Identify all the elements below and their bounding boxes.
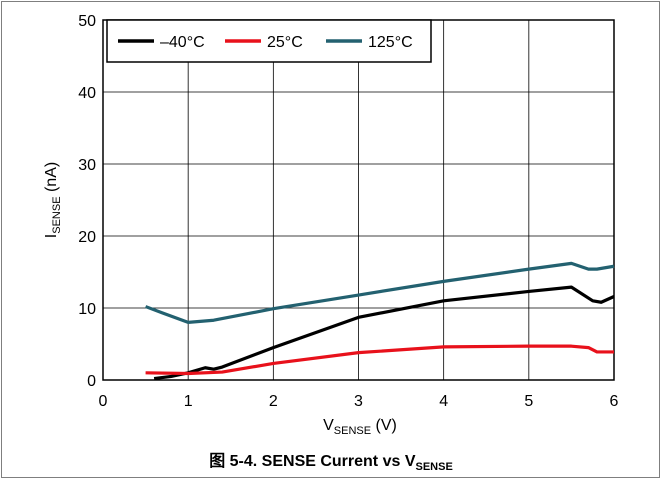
y-tick-labels: 0 10 20 30 40 50 [78, 13, 96, 390]
legend-label-0: –40°C [160, 34, 205, 51]
x-tick-labels: 0 1 2 3 4 5 6 [99, 393, 619, 410]
series-line-0 [153, 285, 615, 381]
x-tick-label: 2 [269, 393, 278, 410]
x-tick-label: 1 [184, 393, 193, 410]
legend-box [106, 19, 432, 63]
legend: –40°C 25°C 125°C [106, 19, 432, 63]
x-tick-label: 5 [524, 393, 533, 410]
series-line-2 [145, 261, 615, 324]
y-tick-label: 0 [87, 373, 96, 390]
series-line-1 [145, 344, 614, 376]
figure-caption: 图 5-4. SENSE Current vs VSENSE [209, 452, 453, 473]
x-axis-label: VSENSE (V) [323, 417, 397, 437]
y-tick-label: 50 [78, 13, 96, 30]
x-tick-label: 6 [610, 393, 619, 410]
legend-label-2: 125°C [368, 34, 413, 51]
y-tick-label: 30 [78, 157, 96, 174]
y-tick-label: 40 [78, 85, 96, 102]
x-tick-label: 4 [439, 393, 448, 410]
grid-lines [102, 19, 615, 381]
y-axis-label: ISENSE (nA) [43, 162, 63, 238]
x-tick-label: 3 [354, 393, 363, 410]
legend-label-1: 25°C [267, 34, 303, 51]
x-tick-label: 0 [99, 393, 108, 410]
series-layer [145, 261, 615, 381]
y-tick-label: 10 [78, 301, 96, 318]
y-tick-label: 20 [78, 229, 96, 246]
